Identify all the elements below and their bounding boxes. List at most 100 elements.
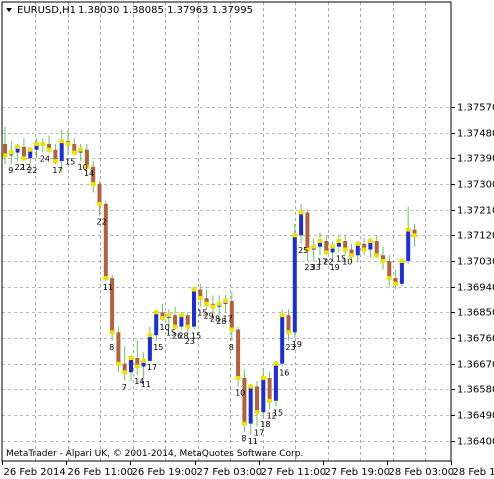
candle	[342, 235, 348, 256]
candle	[147, 326, 153, 361]
bar-annotation: 10	[235, 389, 245, 398]
bar-annotation: 12	[21, 163, 31, 172]
close-marker	[2, 153, 8, 158]
close-marker	[267, 398, 273, 403]
candle-body-bear	[160, 312, 165, 319]
candle-body-bear	[72, 143, 77, 153]
close-marker	[349, 253, 354, 258]
x-tick-label: 27 Feb 03:00	[197, 467, 263, 478]
bar-annotation: 28	[178, 331, 188, 340]
candle-layer	[2, 126, 417, 436]
candle-body-bull	[147, 335, 152, 361]
close-marker	[65, 141, 71, 146]
close-marker	[304, 247, 310, 252]
x-tick-label: 28 Feb 03:00	[389, 467, 455, 478]
candle-body-bear	[381, 255, 385, 261]
close-marker	[210, 304, 216, 309]
candle-body-bull	[292, 235, 297, 333]
candle-body-bear	[242, 377, 247, 424]
candle	[292, 223, 298, 339]
close-marker	[223, 298, 228, 303]
candle-body-bull	[154, 312, 159, 336]
candle-body-bear	[3, 143, 7, 156]
candle-body-bull	[59, 141, 64, 162]
candle-body-bull	[280, 315, 285, 364]
chevron-down-icon[interactable]	[6, 8, 12, 12]
y-tick-label: 1.36490	[457, 411, 494, 422]
close-marker	[229, 327, 235, 332]
bar-annotation: 23	[185, 337, 195, 346]
candle	[52, 143, 58, 164]
candle	[380, 246, 386, 270]
candle	[2, 126, 8, 164]
bar-annotation: 23	[286, 343, 296, 352]
ohlc-label: 1.38030 1.38085 1.37963 1.37995	[78, 5, 253, 16]
candle-body-bear	[343, 241, 348, 250]
close-marker	[128, 355, 134, 360]
bar-annotation: 10	[342, 257, 352, 266]
candle-body-bear	[53, 149, 58, 162]
candle-body-bear	[324, 241, 329, 253]
y-tick-label: 1.36940	[457, 283, 494, 294]
close-marker	[160, 316, 165, 321]
candle	[223, 295, 228, 313]
bar-annotation: 14	[134, 377, 144, 386]
y-tick-label: 1.37480	[457, 129, 494, 140]
close-marker	[292, 233, 298, 238]
close-marker	[115, 361, 121, 366]
candle	[374, 235, 380, 259]
close-marker	[59, 139, 65, 144]
close-marker	[97, 201, 102, 206]
y-tick-label: 1.37390	[457, 154, 494, 165]
candle	[241, 369, 247, 433]
candle-body-bear	[305, 212, 310, 250]
candle	[367, 238, 373, 259]
close-marker	[367, 239, 373, 243]
candle	[267, 372, 273, 410]
candle-body-bear	[84, 149, 89, 167]
candle	[153, 309, 159, 341]
candle	[361, 238, 367, 256]
candle	[109, 275, 115, 341]
candle	[65, 129, 71, 156]
candle	[27, 146, 33, 164]
candle	[336, 235, 342, 253]
bar-annotation: 22	[15, 163, 25, 172]
bar-annotation: 33	[311, 263, 321, 272]
close-marker	[235, 375, 241, 380]
close-marker	[380, 258, 386, 263]
candle	[216, 295, 222, 316]
bar-annotation: 14	[84, 169, 94, 178]
close-marker	[204, 301, 210, 306]
candle-body-bear	[110, 278, 115, 333]
candle	[210, 295, 216, 313]
candle	[399, 258, 405, 287]
bar-annotation: 17	[52, 166, 62, 175]
close-marker	[178, 313, 184, 318]
bar-annotation: 15	[197, 309, 207, 318]
candle-body-bear	[47, 143, 52, 150]
close-marker	[185, 324, 191, 329]
candle	[235, 326, 241, 387]
close-marker	[355, 241, 361, 246]
close-marker	[273, 361, 279, 366]
bar-annotation: 15	[65, 157, 75, 166]
y-tick-label: 1.37030	[457, 257, 494, 268]
candle	[248, 383, 254, 436]
bar-annotation: 15	[273, 408, 283, 417]
candle-body-bear	[286, 315, 291, 333]
candle-body-bear	[116, 332, 121, 364]
close-marker	[109, 330, 115, 335]
close-marker	[84, 164, 90, 169]
candle-body-bull	[330, 246, 335, 253]
candle-body-bear	[135, 357, 140, 367]
close-marker	[134, 364, 140, 369]
x-tick-label: 28 Feb 11:00	[453, 467, 494, 478]
bar-annotation: 10	[78, 163, 88, 172]
candle	[204, 289, 210, 310]
candle-body-bull	[406, 229, 411, 261]
close-marker	[323, 250, 329, 255]
bar-annotation: 28	[216, 317, 226, 326]
